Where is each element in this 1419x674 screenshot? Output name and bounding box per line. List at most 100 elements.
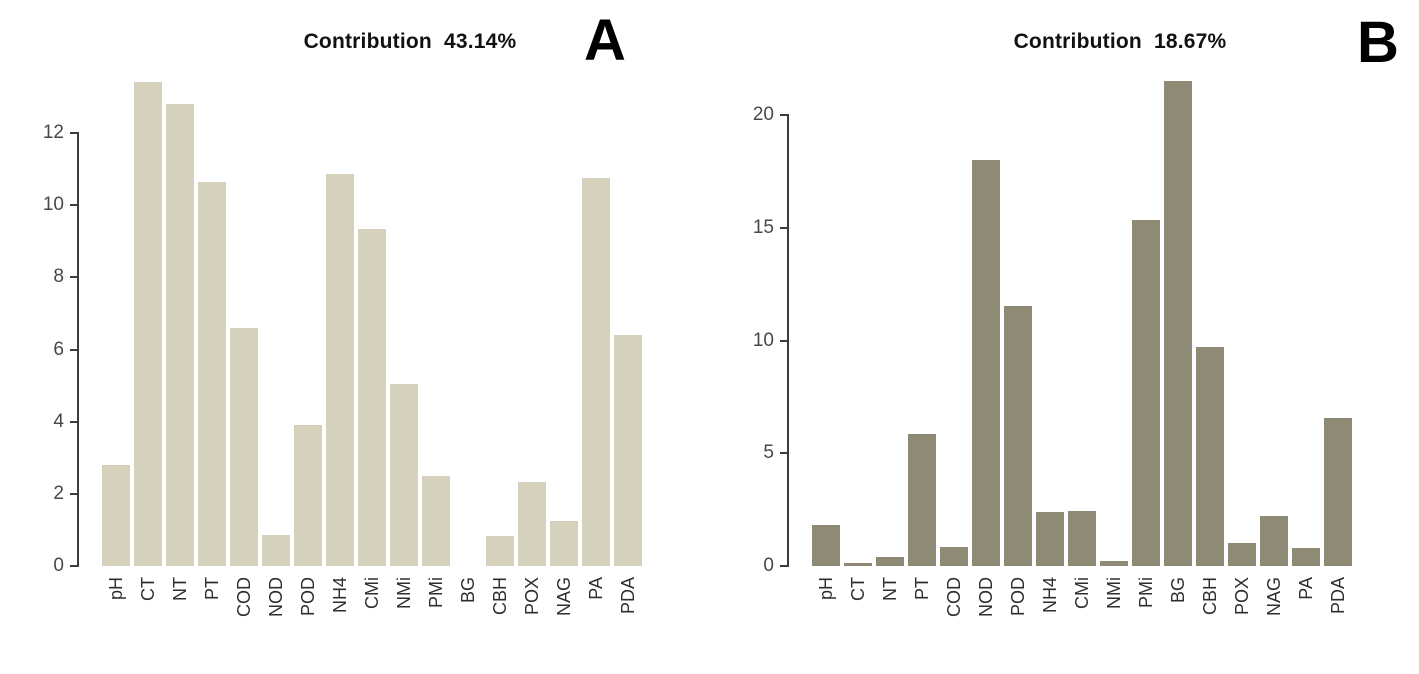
bar-CBH	[486, 536, 514, 566]
y-tick-label: 2	[53, 482, 64, 504]
bar-PT	[908, 434, 936, 566]
x-axis-label-NT: NT	[880, 577, 900, 601]
x-axis-label-NOD: NOD	[976, 577, 996, 617]
y-tick-mark	[70, 348, 77, 351]
bar-PMi	[422, 475, 450, 566]
y-tick-mark	[70, 492, 77, 495]
bar-NH4	[1036, 511, 1064, 566]
bar-NOD	[972, 160, 1000, 566]
y-tick-label: 20	[752, 104, 774, 125]
x-axis-label-CMi: CMi	[362, 577, 382, 609]
x-axis-label-pH: pH	[816, 577, 836, 601]
bar-PT	[198, 181, 226, 566]
x-axis-label-NAG: NAG	[554, 577, 574, 617]
panel-a-title: Contribution 43.14%	[303, 30, 517, 53]
x-axis-label-CT: CT	[138, 577, 158, 601]
bar-CT	[134, 82, 162, 566]
y-tick-mark	[70, 204, 77, 207]
bar-CT	[844, 563, 872, 566]
x-axis-label-PDA: PDA	[618, 577, 638, 615]
y-tick-label: 6	[53, 338, 64, 360]
y-tick-label: 10	[42, 194, 64, 216]
bar-POX	[1228, 543, 1256, 566]
bar-pH	[812, 525, 840, 566]
x-axis-label-PMi: PMi	[1136, 577, 1156, 608]
y-tick-label: 5	[763, 442, 774, 464]
y-tick-mark	[70, 420, 77, 423]
y-tick-mark	[780, 339, 787, 342]
x-axis-label-CMi: CMi	[1072, 577, 1092, 609]
x-axis-label-PA: PA	[1296, 577, 1316, 600]
bar-POD	[294, 425, 322, 566]
bar-BG	[1164, 81, 1192, 566]
x-axis-label-COD: COD	[944, 577, 964, 617]
bar-PA	[1292, 547, 1320, 566]
bar-POX	[518, 481, 546, 566]
y-tick-mark	[70, 565, 77, 567]
x-axis-label-pH: pH	[106, 577, 126, 601]
y-tick-mark	[780, 565, 787, 567]
x-axis-label-NMi: NMi	[394, 577, 414, 609]
panel-a-plot-area: 0 2 4 6 8 10 12 pH CT NT PT COD NOD POD NH4 CMi NMi PMi BG…	[42, 82, 642, 617]
panel-b-title: Contribution 18.67%	[1013, 30, 1227, 53]
x-axis-label-POX: POX	[522, 577, 542, 616]
bar-NOD	[262, 535, 290, 566]
y-tick-label: 12	[42, 122, 64, 143]
y-axis-line	[77, 132, 79, 567]
bar-NMi	[1100, 561, 1128, 566]
x-axis-label-PA: PA	[586, 577, 606, 600]
y-axis-line	[787, 114, 789, 567]
x-axis-label-PT: PT	[202, 577, 222, 601]
panel-b: Contribution 18.67% B 0 5 10 15 20 pH CT NT PT CO…	[710, 0, 1419, 674]
y-tick-mark	[780, 114, 787, 116]
y-tick-mark	[70, 132, 77, 134]
y-tick-label: 10	[752, 329, 774, 351]
x-axis-label-NMi: NMi	[1104, 577, 1124, 609]
x-axis-label-CBH: CBH	[1200, 577, 1220, 616]
x-axis-label-CBH: CBH	[490, 577, 510, 616]
x-axis-label-NAG: NAG	[1264, 577, 1284, 617]
bar-PMi	[1132, 219, 1160, 566]
y-tick-label: 0	[763, 555, 774, 576]
y-tick-label: 15	[752, 216, 774, 238]
bar-NH4	[326, 174, 354, 566]
bar-PA	[582, 178, 610, 566]
bar-pH	[102, 464, 130, 566]
x-axis-label-NH4: NH4	[330, 577, 350, 614]
bar-COD	[230, 327, 258, 566]
x-axis-label-BG: BG	[458, 577, 478, 604]
panel-a: Contribution 43.14% A 0 2 4 6 8 10 12 pH CT NT PT C…	[42, 8, 642, 617]
x-axis-label-POD: POD	[1008, 577, 1028, 617]
x-axis-label-COD: COD	[234, 577, 254, 617]
bar-NMi	[390, 383, 418, 566]
bar-NAG	[1260, 516, 1288, 566]
y-tick-label: 4	[53, 410, 64, 432]
panel-a-corner-label: A	[584, 8, 626, 73]
x-axis-label-BG: BG	[1168, 577, 1188, 604]
bar-CMi	[1068, 510, 1096, 566]
panel-b-plot-area: 0 5 10 15 20 pH CT NT PT COD NOD POD NH4 CMi NMi PMi BG C…	[710, 0, 1419, 674]
y-tick-mark	[780, 452, 787, 455]
x-axis-label-NH4: NH4	[1040, 577, 1060, 614]
x-axis-label-CT: CT	[848, 577, 868, 601]
panel-b-corner-label: B	[1357, 10, 1399, 75]
x-axis-label-PDA: PDA	[1328, 577, 1348, 615]
bar-NT	[166, 104, 194, 566]
y-tick-mark	[780, 226, 787, 229]
x-axis-label-POX: POX	[1232, 577, 1252, 616]
bar-COD	[940, 546, 968, 566]
x-axis-label-NT: NT	[170, 577, 190, 601]
y-tick-mark	[70, 276, 77, 279]
bar-PDA	[614, 335, 642, 566]
x-axis-label-PMi: PMi	[426, 577, 446, 608]
bar-PDA	[1324, 418, 1352, 566]
bar-CBH	[1196, 347, 1224, 566]
bar-POD	[1004, 305, 1032, 566]
x-axis-label-PT: PT	[912, 577, 932, 601]
y-tick-label: 0	[53, 555, 64, 576]
bar-NAG	[550, 520, 578, 566]
bar-NT	[876, 556, 904, 566]
y-tick-label: 8	[53, 266, 64, 288]
bar-CMi	[358, 228, 386, 566]
